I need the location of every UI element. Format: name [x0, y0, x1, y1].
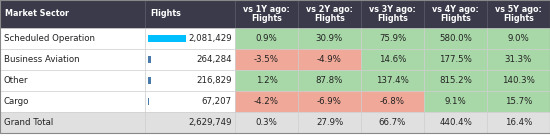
Bar	[235, 91, 298, 112]
Bar	[0, 70, 145, 91]
Bar	[235, 70, 298, 91]
Bar	[235, 0, 298, 28]
Bar	[0, 91, 145, 112]
Bar	[487, 49, 550, 70]
Bar	[298, 112, 361, 133]
Text: vs 1Y ago:
Flights: vs 1Y ago: Flights	[243, 5, 290, 23]
Bar	[487, 28, 550, 49]
Text: 1.2%: 1.2%	[256, 76, 277, 85]
Bar	[145, 0, 235, 28]
Text: -6.8%: -6.8%	[380, 97, 405, 106]
Text: Flights: Flights	[150, 10, 181, 18]
Bar	[235, 112, 298, 133]
Text: vs 3Y ago:
Flights: vs 3Y ago: Flights	[369, 5, 416, 23]
Bar	[148, 98, 149, 106]
Text: Business Aviation: Business Aviation	[4, 55, 80, 64]
Text: 87.8%: 87.8%	[316, 76, 343, 85]
Text: 264,284: 264,284	[196, 55, 232, 64]
Bar	[424, 0, 487, 28]
Bar	[424, 49, 487, 70]
Text: 15.7%: 15.7%	[505, 97, 532, 106]
Text: 2,629,749: 2,629,749	[189, 118, 232, 127]
Bar	[145, 49, 235, 70]
Bar	[424, 91, 487, 112]
Bar	[145, 28, 235, 49]
Text: 31.3%: 31.3%	[505, 55, 532, 64]
Text: Other: Other	[4, 76, 29, 85]
Text: 75.9%: 75.9%	[379, 34, 406, 43]
Text: 27.9%: 27.9%	[316, 118, 343, 127]
Bar	[424, 70, 487, 91]
Bar	[298, 0, 361, 28]
Bar	[487, 112, 550, 133]
Text: 9.0%: 9.0%	[508, 34, 529, 43]
Bar	[148, 35, 186, 42]
Bar	[0, 0, 145, 28]
Text: vs 4Y ago:
Flights: vs 4Y ago: Flights	[432, 5, 479, 23]
Text: 14.6%: 14.6%	[379, 55, 406, 64]
Text: -4.9%: -4.9%	[317, 55, 342, 64]
Text: 67,207: 67,207	[202, 97, 232, 106]
Bar	[235, 28, 298, 49]
Text: 16.4%: 16.4%	[505, 118, 532, 127]
Text: 137.4%: 137.4%	[376, 76, 409, 85]
Bar	[424, 28, 487, 49]
Bar	[0, 49, 145, 70]
Text: 9.1%: 9.1%	[444, 97, 466, 106]
Text: 440.4%: 440.4%	[439, 118, 472, 127]
Text: vs 2Y ago:
Flights: vs 2Y ago: Flights	[306, 5, 353, 23]
Text: -4.2%: -4.2%	[254, 97, 279, 106]
Bar	[148, 55, 151, 64]
Bar	[145, 70, 235, 91]
Text: 815.2%: 815.2%	[439, 76, 472, 85]
Text: 177.5%: 177.5%	[439, 55, 472, 64]
Text: 66.7%: 66.7%	[379, 118, 406, 127]
Text: 0.3%: 0.3%	[256, 118, 277, 127]
Bar	[361, 70, 424, 91]
Text: 30.9%: 30.9%	[316, 34, 343, 43]
Bar	[0, 28, 145, 49]
Text: vs 5Y ago:
Flights: vs 5Y ago: Flights	[495, 5, 542, 23]
Bar	[145, 112, 235, 133]
Text: 216,829: 216,829	[196, 76, 232, 85]
Text: 2,081,429: 2,081,429	[188, 34, 232, 43]
Bar	[235, 49, 298, 70]
Bar	[487, 70, 550, 91]
Bar	[361, 91, 424, 112]
Bar	[145, 91, 235, 112]
Bar	[487, 91, 550, 112]
Bar	[298, 28, 361, 49]
Bar	[487, 0, 550, 28]
Bar	[298, 70, 361, 91]
Text: Grand Total: Grand Total	[4, 118, 53, 127]
Text: 580.0%: 580.0%	[439, 34, 472, 43]
Text: -3.5%: -3.5%	[254, 55, 279, 64]
Text: 0.9%: 0.9%	[256, 34, 277, 43]
Bar	[0, 112, 145, 133]
Bar	[148, 77, 151, 84]
Bar	[361, 49, 424, 70]
Text: Cargo: Cargo	[4, 97, 29, 106]
Bar	[424, 112, 487, 133]
Text: Market Sector: Market Sector	[5, 10, 69, 18]
Bar	[298, 91, 361, 112]
Text: -6.9%: -6.9%	[317, 97, 342, 106]
Bar	[361, 112, 424, 133]
Bar	[361, 0, 424, 28]
Text: 140.3%: 140.3%	[502, 76, 535, 85]
Bar	[361, 28, 424, 49]
Text: Scheduled Operation: Scheduled Operation	[4, 34, 95, 43]
Bar	[298, 49, 361, 70]
